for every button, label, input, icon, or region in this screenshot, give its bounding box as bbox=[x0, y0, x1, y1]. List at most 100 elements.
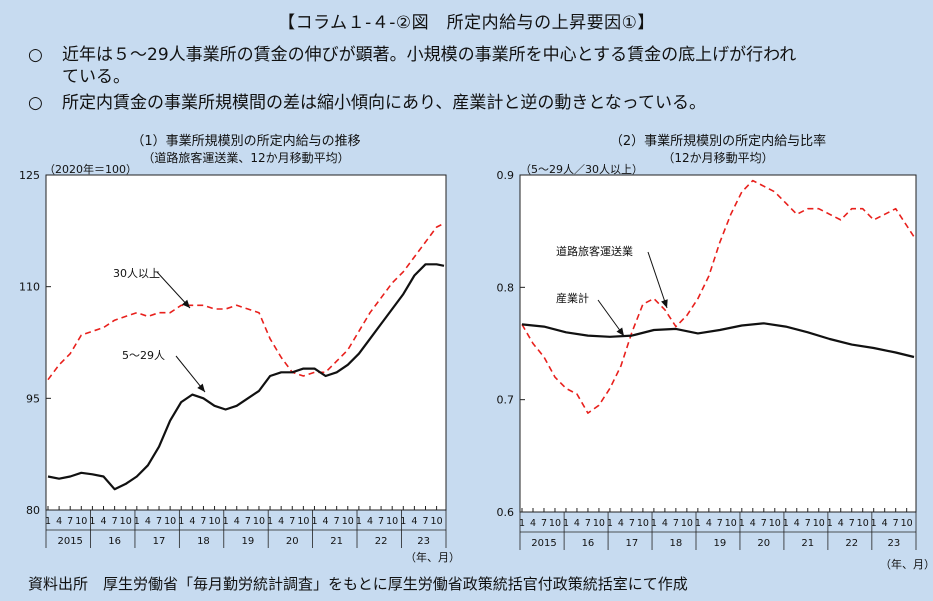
x-tick-label: 7 bbox=[334, 516, 340, 527]
x-year-label: 16 bbox=[582, 538, 595, 549]
chart-2-title: （2）事業所規模別の所定内給与比率 bbox=[609, 134, 827, 149]
x-tick-label: 10 bbox=[593, 518, 605, 529]
x-tick-label: 7 bbox=[289, 516, 295, 527]
chart-2-title-block: （2）事業所規模別の所定内給与比率 （12か月移動平均） bbox=[520, 134, 916, 166]
x-tick-label: 7 bbox=[378, 516, 384, 527]
x-year-label: 17 bbox=[153, 536, 166, 547]
x-tick-label: 7 bbox=[761, 518, 767, 529]
x-tick-label: 7 bbox=[541, 518, 547, 529]
series-line-2 bbox=[521, 322, 915, 359]
chart-2-frame bbox=[519, 174, 917, 513]
annotation-leader bbox=[156, 271, 191, 309]
chart-2-xlabel: （年、月） bbox=[880, 558, 933, 571]
y-tick-label: 0.8 bbox=[497, 281, 515, 294]
x-tick-label: 10 bbox=[342, 516, 354, 527]
x-tick-label: 7 bbox=[422, 516, 428, 527]
x-tick-label: 10 bbox=[120, 516, 132, 527]
annotation-arrowhead bbox=[661, 299, 668, 308]
x-year-label: 21 bbox=[330, 536, 343, 547]
x-tick-label: 10 bbox=[431, 516, 443, 527]
x-tick-label: 4 bbox=[750, 518, 756, 529]
y-tick-label: 0.7 bbox=[497, 394, 515, 407]
x-tick-label: 7 bbox=[200, 516, 206, 527]
x-tick-label: 4 bbox=[618, 518, 624, 529]
annotation-arrowhead bbox=[197, 383, 205, 392]
x-tick-label: 1 bbox=[739, 518, 745, 529]
source-note: 資料出所 厚生労働省「毎月勤労統計調査」をもとに厚生労働省政策統括官付政策統括室… bbox=[28, 575, 688, 593]
x-tick-label: 4 bbox=[411, 516, 417, 527]
series-annotation: 道路旅客運送業 bbox=[556, 244, 633, 258]
x-tick-label: 10 bbox=[208, 516, 220, 527]
x-tick-label: 1 bbox=[651, 518, 657, 529]
page-title: 【コラム１-４-②図 所定内給与の上昇要因①】 bbox=[278, 13, 655, 33]
x-tick-label: 7 bbox=[849, 518, 855, 529]
x-tick-label: 10 bbox=[164, 516, 176, 527]
chart-2-ylabel: （5～29人／30人以上） bbox=[520, 163, 643, 176]
x-tick-label: 1 bbox=[400, 516, 406, 527]
x-year-label: 20 bbox=[757, 538, 770, 549]
x-tick-label: 10 bbox=[637, 518, 649, 529]
series-line-1 bbox=[47, 222, 445, 381]
y-tick-label: 125 bbox=[19, 169, 40, 182]
x-tick-label: 7 bbox=[112, 516, 118, 527]
x-year-label: 18 bbox=[197, 536, 210, 547]
x-year-label: 19 bbox=[241, 536, 254, 547]
y-tick-label: 0.6 bbox=[497, 506, 515, 519]
x-year-label: 2015 bbox=[57, 536, 82, 547]
x-tick-label: 10 bbox=[681, 518, 693, 529]
x-tick-label: 1 bbox=[827, 518, 833, 529]
x-tick-label: 7 bbox=[245, 516, 251, 527]
annotation-arrowhead bbox=[182, 299, 190, 308]
chart-1-title-block: （1）事業所規模別の所定内給与の推移 （道路旅客運送業、12か月移動平均） bbox=[46, 134, 446, 166]
x-tick-label: 7 bbox=[156, 516, 162, 527]
series-line-1 bbox=[521, 179, 915, 414]
bullet-1-line-2: ている。 bbox=[62, 67, 130, 87]
x-tick-label: 1 bbox=[223, 516, 229, 527]
x-tick-label: 7 bbox=[67, 516, 73, 527]
annotation-leader bbox=[647, 251, 668, 309]
bullet-1-line-1: 近年は５～29人事業所の賃金の伸びが顕著。小規模の事業所を中心とする賃金の底上げ… bbox=[62, 45, 797, 65]
x-tick-label: 4 bbox=[367, 516, 373, 527]
x-tick-label: 1 bbox=[134, 516, 140, 527]
bullet-mark: ○ bbox=[28, 45, 43, 65]
x-tick-label: 4 bbox=[100, 516, 106, 527]
x-year-label: 2015 bbox=[531, 538, 556, 549]
chart-1-xlabel: （年、月） bbox=[405, 551, 460, 564]
x-year-label: 17 bbox=[626, 538, 639, 549]
x-tick-label: 1 bbox=[563, 518, 569, 529]
x-tick-label: 7 bbox=[805, 518, 811, 529]
x-tick-label: 1 bbox=[695, 518, 701, 529]
x-tick-label: 4 bbox=[706, 518, 712, 529]
x-tick-label: 1 bbox=[607, 518, 613, 529]
chart-2-subtitle: （12か月移動平均） bbox=[662, 151, 774, 165]
x-tick-label: 4 bbox=[189, 516, 195, 527]
y-tick-label: 80 bbox=[26, 504, 40, 517]
x-tick-label: 10 bbox=[857, 518, 869, 529]
x-tick-label: 1 bbox=[267, 516, 273, 527]
bullet-1: ○ 近年は５～29人事業所の賃金の伸びが顕著。小規模の事業所を中心とする賃金の底上… bbox=[28, 44, 918, 88]
x-tick-label: 1 bbox=[311, 516, 317, 527]
x-year-label: 21 bbox=[801, 538, 814, 549]
series-annotation: 5～29人 bbox=[122, 349, 165, 362]
bullet-2-text: 所定内賃金の事業所規模間の差は縮小傾向にあり、産業計と逆の動きとなっている。 bbox=[62, 93, 706, 113]
x-tick-label: 1 bbox=[45, 516, 51, 527]
series-annotation: 30人以上 bbox=[113, 267, 160, 280]
x-tick-label: 4 bbox=[323, 516, 329, 527]
x-tick-label: 10 bbox=[813, 518, 825, 529]
series-line-2 bbox=[47, 263, 445, 491]
chart-1-title: （1）事業所規模別の所定内給与の推移 bbox=[131, 134, 361, 149]
bullet-2: ○ 所定内賃金の事業所規模間の差は縮小傾向にあり、産業計と逆の動きとなっている。 bbox=[28, 92, 918, 114]
x-tick-label: 10 bbox=[725, 518, 737, 529]
y-tick-label: 95 bbox=[26, 392, 40, 405]
x-tick-label: 4 bbox=[530, 518, 536, 529]
x-tick-label: 4 bbox=[234, 516, 240, 527]
x-tick-label: 4 bbox=[794, 518, 800, 529]
x-tick-label: 7 bbox=[893, 518, 899, 529]
x-tick-label: 7 bbox=[585, 518, 591, 529]
x-tick-label: 10 bbox=[253, 516, 265, 527]
x-tick-label: 10 bbox=[549, 518, 561, 529]
x-tick-label: 4 bbox=[574, 518, 580, 529]
x-year-label: 22 bbox=[845, 538, 858, 549]
